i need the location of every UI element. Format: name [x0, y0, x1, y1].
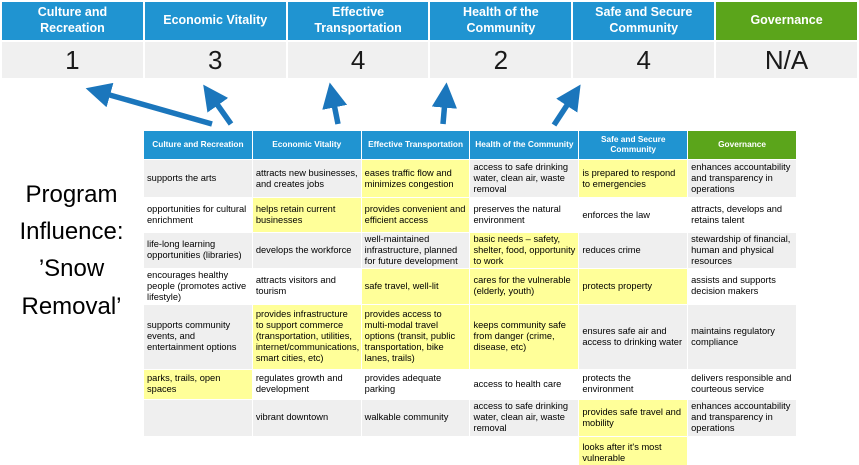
matrix-row: vibrant downtown walkable community access…: [143, 398, 797, 437]
matrix-cell: supports community events, and entertain…: [143, 303, 253, 370]
priority-header: Governance: [716, 2, 857, 40]
influence-arrows: [85, 82, 581, 127]
matrix-cell: [469, 435, 580, 465]
up-arrow-4: [431, 82, 458, 125]
influence-matrix: Culture and Recreation Economic Vitality E…: [143, 130, 797, 465]
priority-score: N/A: [716, 42, 857, 78]
matrix-row: looks after it's most vulnerable: [143, 435, 797, 465]
priority-header: Safe and Secure Community: [573, 2, 715, 40]
matrix-cell: regulates growth and development: [251, 368, 362, 400]
matrix-row: supports the arts attracts new businesses…: [143, 159, 797, 198]
priority-header: Culture and Recreation: [2, 2, 143, 40]
matrix-cell: reduces crime: [578, 232, 689, 269]
matrix-cell: access to safe drinking water, clean air…: [469, 159, 580, 198]
matrix-row: parks, trails, open spaces regulates grow…: [143, 368, 797, 400]
matrix-column-header: Safe and Secure Community: [578, 130, 689, 160]
up-right-arrow-5: [551, 84, 581, 127]
matrix-cell: attracts, develops and retains talent: [687, 197, 797, 233]
program-title: Program Influence: ’Snow Removal’: [19, 181, 124, 320]
up-left-arrow-1: [85, 82, 213, 127]
priority-score-table: Culture and Recreation 1 Economic Vitality…: [2, 2, 857, 78]
matrix-cell-highlighted: safe travel, well-lit: [360, 267, 471, 305]
matrix-cell: maintains regulatory compliance: [687, 303, 797, 370]
matrix-cell-highlighted: protects property: [578, 267, 689, 305]
matrix-cell: enhances accountability and transparency…: [687, 398, 797, 437]
matrix-cell: [143, 435, 253, 465]
priority-score: 2: [430, 42, 572, 78]
matrix-cell-highlighted: provides convenient and efficient access: [360, 197, 471, 233]
influence-matrix-table: Culture and Recreation Economic Vitality E…: [143, 130, 797, 465]
matrix-cell-highlighted: basic needs – safety, shelter, food, opp…: [469, 232, 580, 269]
matrix-cell-highlighted: provides infrastructure to support comme…: [251, 303, 362, 370]
matrix-cell-highlighted: helps retain current businesses: [251, 197, 362, 233]
matrix-cell: delivers responsible and courteous servi…: [687, 368, 797, 400]
matrix-cell: encourages healthy people (promotes acti…: [143, 267, 253, 305]
matrix-row: life-long learning opportunities (librar…: [143, 232, 797, 269]
matrix-cell-highlighted: is prepared to respond to emergencies: [578, 159, 689, 198]
matrix-row: supports community events, and entertain…: [143, 303, 797, 370]
priority-column-2: Economic Vitality 3: [144, 2, 286, 78]
priority-score: 3: [144, 42, 286, 78]
priority-score: 4: [573, 42, 715, 78]
matrix-column-header: Culture and Recreation: [143, 130, 253, 160]
matrix-cell: opportunities for cultural enrichment: [143, 197, 253, 233]
matrix-cell: preserves the natural environment: [469, 197, 580, 233]
priority-column-6: Governance N/A: [716, 2, 857, 78]
matrix-cell-highlighted: provides safe travel and mobility: [578, 398, 689, 437]
matrix-cell: attracts visitors and tourism: [251, 267, 362, 305]
matrix-cell: stewardship of financial, human and phys…: [687, 232, 797, 269]
matrix-cell: supports the arts: [143, 159, 253, 198]
matrix-cell: [360, 435, 471, 465]
matrix-cell: access to safe drinking water, clean air…: [469, 398, 580, 437]
up-arrow-3: [322, 82, 348, 125]
matrix-cell-highlighted: provides access to multi-modal travel op…: [360, 303, 471, 370]
matrix-cell: assists and supports decision makers: [687, 267, 797, 305]
matrix-column-header: Governance: [687, 130, 797, 160]
matrix-cell: access to health care: [469, 368, 580, 400]
matrix-cell: walkable community: [360, 398, 471, 437]
matrix-cell: life-long learning opportunities (librar…: [143, 232, 253, 269]
matrix-cell: protects the environment: [578, 368, 689, 400]
priority-header: Effective Transportation: [287, 2, 429, 40]
matrix-cell: vibrant downtown: [251, 398, 362, 437]
matrix-header-row: Culture and Recreation Economic Vitality E…: [143, 130, 797, 160]
priority-column-5: Safe and Secure Community 4: [573, 2, 715, 78]
matrix-cell-highlighted: keeps community safe from danger (crime,…: [469, 303, 580, 370]
matrix-cell: develops the workforce: [251, 232, 362, 269]
matrix-cell: [251, 435, 362, 465]
matrix-cell: [143, 398, 253, 437]
matrix-column-header: Health of the Community: [469, 130, 580, 160]
priority-column-1: Culture and Recreation 1: [2, 2, 143, 78]
matrix-cell-highlighted: parks, trails, open spaces: [143, 368, 253, 400]
matrix-row: opportunities for cultural enrichment hel…: [143, 197, 797, 233]
matrix-cell: enhances accountability and transparency…: [687, 159, 797, 198]
priority-column-3: Effective Transportation 4: [287, 2, 429, 78]
matrix-cell: [687, 435, 797, 465]
matrix-cell-highlighted: looks after it's most vulnerable: [578, 435, 689, 465]
matrix-cell: ensures safe air and access to drinking …: [578, 303, 689, 370]
matrix-cell: well-maintained infrastructure, planned …: [360, 232, 471, 269]
matrix-cell: enforces the law: [578, 197, 689, 233]
priority-column-4: Health of the Community 2: [430, 2, 572, 78]
up-left-arrow-2: [203, 84, 234, 126]
matrix-cell-highlighted: cares for the vulnerable (elderly, youth…: [469, 267, 580, 305]
matrix-cell-highlighted: eases traffic flow and minimizes congest…: [360, 159, 471, 198]
priority-score: 1: [2, 42, 143, 78]
matrix-column-header: Economic Vitality: [251, 130, 362, 160]
priority-score: 4: [287, 42, 429, 78]
matrix-cell: attracts new businesses, and creates job…: [251, 159, 362, 198]
matrix-row: encourages healthy people (promotes acti…: [143, 267, 797, 305]
matrix-column-header: Effective Transportation: [360, 130, 471, 160]
matrix-cell: provides adequate parking: [360, 368, 471, 400]
priority-header: Health of the Community: [430, 2, 572, 40]
priority-header: Economic Vitality: [144, 2, 286, 40]
